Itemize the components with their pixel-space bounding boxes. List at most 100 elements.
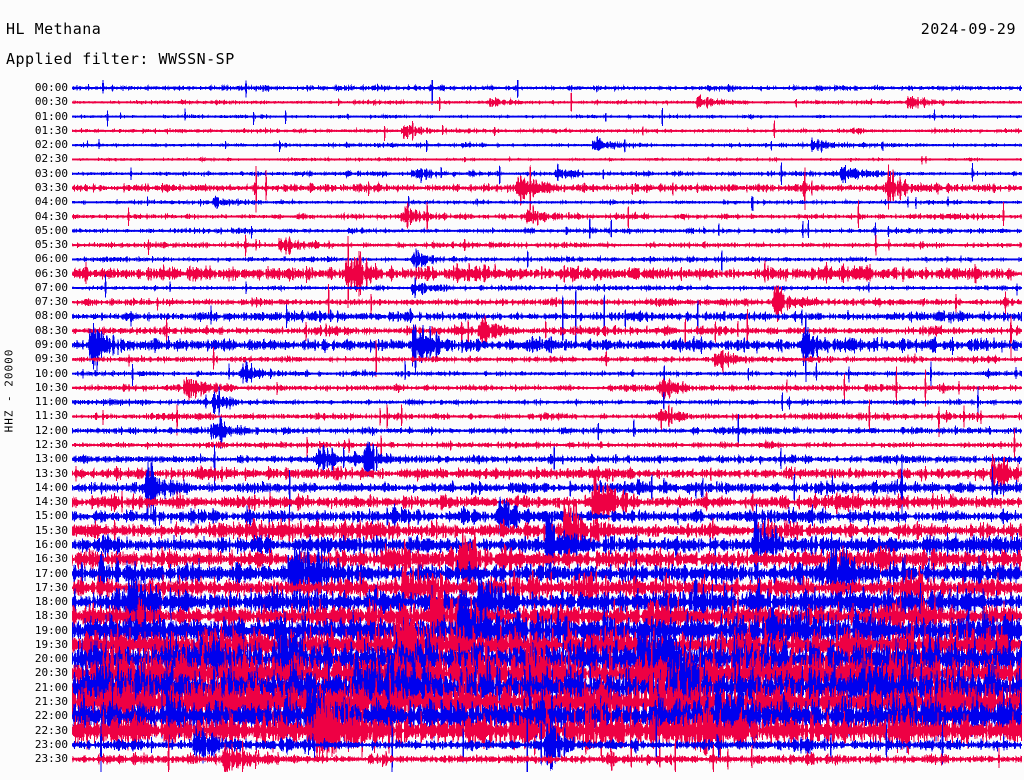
time-label: 17:00 [34, 566, 68, 580]
trace-baseline [72, 87, 1022, 89]
time-label: 06:30 [34, 266, 68, 280]
trace-baseline [72, 172, 1022, 175]
trace-baseline [72, 329, 1022, 332]
time-label: 21:00 [34, 680, 68, 694]
seismic-trace-row [72, 733, 1022, 772]
trace-baseline [72, 272, 1022, 275]
seismic-trace-row [72, 309, 1022, 359]
time-axis: 00:00 00:30 01:00 01:30 02:00 02:30 03:00 03:30… [20, 0, 68, 780]
time-label: 15:30 [34, 523, 68, 537]
time-label: 05:30 [34, 238, 68, 252]
trace-baseline [72, 315, 1022, 318]
trace-baseline [72, 615, 1022, 618]
seismic-trace-row [72, 236, 1022, 309]
time-label: 19:30 [34, 637, 68, 651]
time-label: 21:30 [34, 695, 68, 709]
time-label: 17:30 [34, 580, 68, 594]
time-label: 14:30 [34, 495, 68, 509]
trace-baseline [72, 372, 1022, 375]
page-title: HL Methana [6, 20, 102, 38]
time-label: 14:00 [34, 480, 68, 494]
trace-baseline [72, 401, 1022, 404]
trace-baseline [72, 586, 1022, 589]
time-label: 20:00 [34, 652, 68, 666]
trace-baseline [72, 501, 1022, 504]
time-label: 08:00 [34, 309, 68, 323]
time-label: 23:00 [34, 737, 68, 751]
trace-baseline [72, 101, 1022, 104]
seismic-trace-row [72, 312, 1022, 382]
applied-filter-label: Applied filter: WWSSN-SP [6, 50, 235, 68]
seismic-trace-row [72, 441, 1022, 486]
trace-baseline [72, 701, 1022, 704]
trace-baseline [72, 158, 1022, 161]
seismic-trace-row [72, 453, 1022, 497]
seismic-trace-row [72, 274, 1022, 299]
trace-baseline [72, 486, 1022, 489]
time-label: 02:00 [34, 138, 68, 152]
seismic-trace-row [72, 248, 1022, 274]
trace-baseline [72, 515, 1022, 518]
trace-baseline [72, 458, 1022, 461]
time-label: 06:00 [34, 252, 68, 266]
time-label: 12:30 [34, 438, 68, 451]
trace-baseline [72, 686, 1022, 689]
seismic-trace-row [72, 564, 1022, 643]
y-axis-channel-text: HHZ - 20000 [2, 348, 16, 432]
trace-baseline [72, 358, 1022, 361]
seismic-trace-row [72, 472, 1022, 528]
time-label: 01:00 [34, 109, 68, 123]
time-label: 01:30 [34, 123, 68, 137]
time-label: 00:30 [34, 95, 68, 109]
time-label: 22:00 [34, 709, 68, 723]
time-label: 23:30 [34, 752, 68, 766]
time-label: 04:30 [34, 209, 68, 223]
recording-date: 2024-09-29 [920, 20, 1016, 38]
time-label: 16:00 [34, 537, 68, 551]
trace-baseline [72, 115, 1022, 118]
trace-baseline [72, 572, 1022, 575]
time-label: 15:00 [34, 509, 68, 523]
trace-baseline [72, 201, 1022, 204]
time-label: 19:00 [34, 623, 68, 637]
time-label: 10:30 [34, 380, 68, 394]
trace-baseline [72, 601, 1022, 604]
time-label: 07:00 [34, 280, 68, 294]
seismic-trace-row [72, 288, 1022, 348]
trace-baseline [72, 558, 1022, 561]
trace-baseline [72, 386, 1022, 389]
trace-baseline [72, 344, 1022, 347]
seismic-trace-row [72, 711, 1022, 772]
trace-baseline [72, 444, 1022, 446]
time-label: 04:00 [34, 195, 68, 209]
time-label: 18:00 [34, 595, 68, 609]
trace-baseline [72, 472, 1022, 475]
trace-baseline [72, 258, 1022, 261]
trace-baseline [72, 415, 1022, 418]
time-label: 16:30 [34, 552, 68, 566]
time-label: 20:30 [34, 666, 68, 680]
trace-baseline [72, 301, 1022, 304]
trace-baseline [72, 215, 1022, 218]
trace-baseline [72, 287, 1022, 289]
trace-baseline [72, 187, 1022, 189]
time-label: 13:30 [34, 466, 68, 480]
time-label: 09:00 [34, 338, 68, 352]
time-label: 07:30 [34, 295, 68, 309]
trace-baseline [72, 743, 1022, 746]
trace-baseline [72, 144, 1022, 147]
trace-baseline [72, 629, 1022, 632]
time-label: 03:00 [34, 166, 68, 180]
time-label: 09:30 [34, 352, 68, 366]
trace-baseline [72, 758, 1022, 761]
y-axis-channel-label: HHZ - 20000 [0, 0, 18, 780]
time-label: 13:00 [34, 452, 68, 466]
time-label: 10:00 [34, 366, 68, 380]
seismic-trace-canvas [72, 80, 1022, 772]
time-label: 18:30 [34, 609, 68, 623]
trace-baseline [72, 544, 1022, 546]
seismic-trace-row [72, 574, 1022, 657]
seismic-trace-row [72, 194, 1022, 211]
time-label: 00:00 [34, 81, 68, 94]
trace-baseline [72, 644, 1022, 646]
